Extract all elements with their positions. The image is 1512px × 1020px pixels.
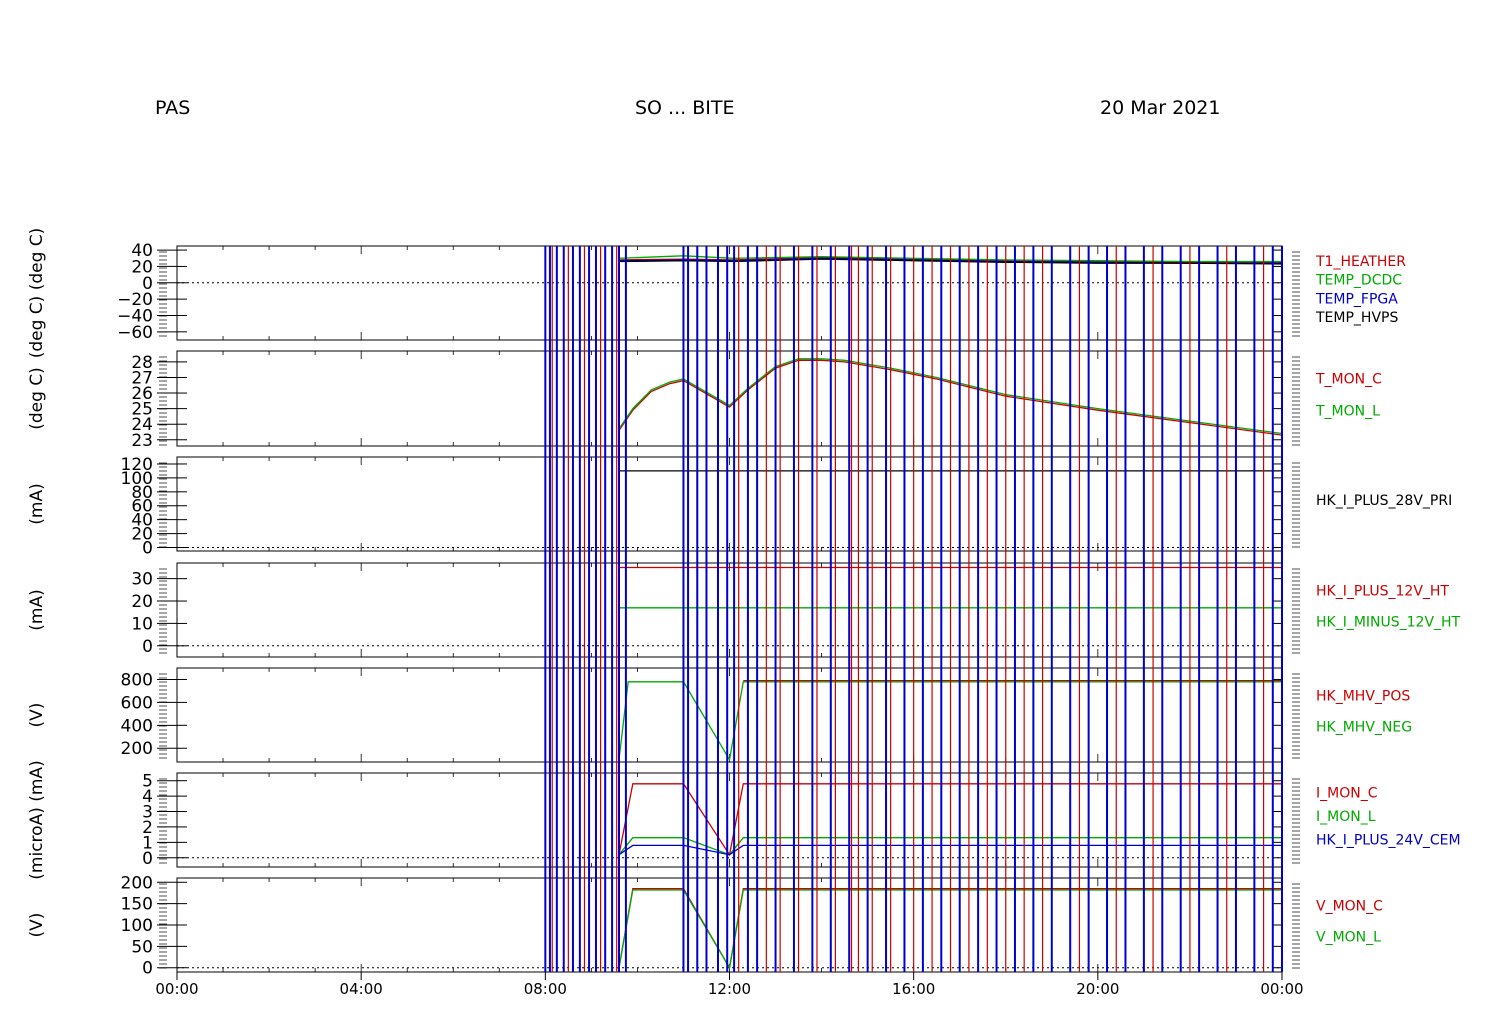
- y-tick-label: 28: [131, 353, 153, 373]
- y-tick-label: 40: [131, 241, 153, 261]
- x-tick-label: 20:00: [1076, 980, 1119, 998]
- x-tick-label: 04:00: [340, 980, 383, 998]
- y-tick-label: 5: [142, 772, 153, 792]
- series-legend-label: T_MON_C: [1315, 372, 1382, 388]
- y-tick-label: −20: [117, 290, 153, 310]
- y-tick-label: 27: [131, 368, 153, 388]
- x-tick-label: 12:00: [708, 980, 751, 998]
- y-tick-label: 800: [121, 670, 153, 690]
- y-tick-label: 200: [121, 739, 153, 759]
- y-tick-label: 1: [142, 833, 153, 853]
- y-tick-label: −40: [117, 306, 153, 326]
- y-tick-label: 400: [121, 716, 153, 736]
- y-tick-label: 24: [131, 415, 153, 435]
- y-tick-label: 0: [142, 274, 153, 294]
- y-axis-label: (mA): [27, 589, 47, 630]
- series-legend-label: HK_I_PLUS_12V_HT: [1316, 583, 1449, 599]
- y-tick-label: 20: [131, 257, 153, 277]
- y-tick-label: 4: [142, 787, 153, 807]
- y-tick-label: −60: [117, 323, 153, 343]
- y-tick-label: 120: [121, 455, 153, 475]
- y-tick-label: 100: [121, 469, 153, 489]
- y-tick-label: 2: [142, 818, 153, 838]
- y-tick-label: 0: [142, 849, 153, 869]
- series-legend-label: I_MON_L: [1316, 809, 1376, 825]
- x-tick-label: 16:00: [892, 980, 935, 998]
- series-legend-label: TEMP_DCDC: [1315, 273, 1402, 289]
- y-tick-label: 100: [121, 916, 153, 936]
- series-legend-label: HK_I_PLUS_28V_PRI: [1316, 493, 1452, 509]
- y-axis-label: (microA) (mA): [27, 760, 47, 879]
- series-legend-label: HK_MHV_POS: [1316, 688, 1410, 704]
- y-tick-label: 0: [142, 637, 153, 657]
- y-tick-label: 26: [131, 384, 153, 404]
- series-legend-label: T_MON_L: [1315, 403, 1380, 419]
- series-legend-label: TEMP_FPGA: [1315, 291, 1398, 307]
- header-left: PAS: [155, 97, 191, 119]
- y-tick-label: 20: [131, 525, 153, 545]
- y-tick-label: 80: [131, 483, 153, 503]
- series-legend-label: V_MON_C: [1316, 898, 1383, 914]
- y-axis-label: (deg C): [27, 367, 47, 430]
- series-legend-label: V_MON_L: [1316, 930, 1381, 946]
- y-tick-label: 50: [131, 937, 153, 957]
- y-tick-label: 200: [121, 873, 153, 893]
- y-tick-label: 10: [131, 614, 153, 634]
- y-tick-label: 60: [131, 497, 153, 517]
- y-axis-label: (deg C) (deg C): [27, 228, 47, 359]
- header-right: 20 Mar 2021: [1100, 97, 1221, 119]
- series-legend-label: TEMP_HVPS: [1315, 310, 1398, 326]
- series-legend-label: HK_I_PLUS_24V_CEM: [1316, 833, 1461, 849]
- x-tick-label: 08:00: [524, 980, 567, 998]
- x-tick-label: 00:00: [155, 980, 198, 998]
- y-axis-label: (V): [27, 703, 47, 728]
- y-tick-label: 23: [131, 431, 153, 451]
- y-tick-label: 150: [121, 895, 153, 915]
- y-tick-label: 0: [142, 959, 153, 979]
- y-axis-label: (mA): [27, 483, 47, 524]
- y-tick-label: 20: [131, 592, 153, 612]
- y-tick-label: 25: [131, 400, 153, 420]
- series-legend-label: I_MON_C: [1316, 786, 1378, 802]
- header-center: SO ... BITE: [635, 97, 735, 119]
- y-tick-label: 0: [142, 539, 153, 559]
- x-tick-label: 00:00: [1260, 980, 1303, 998]
- y-tick-label: 3: [142, 803, 153, 823]
- series-legend-label: T1_HEATHER: [1315, 254, 1406, 270]
- series-legend-label: HK_MHV_NEG: [1316, 720, 1412, 736]
- y-tick-label: 30: [131, 570, 153, 590]
- y-tick-label: 600: [121, 693, 153, 713]
- y-axis-label: (V): [27, 913, 47, 938]
- y-tick-label: 40: [131, 511, 153, 531]
- series-legend-label: HK_I_MINUS_12V_HT: [1316, 615, 1461, 631]
